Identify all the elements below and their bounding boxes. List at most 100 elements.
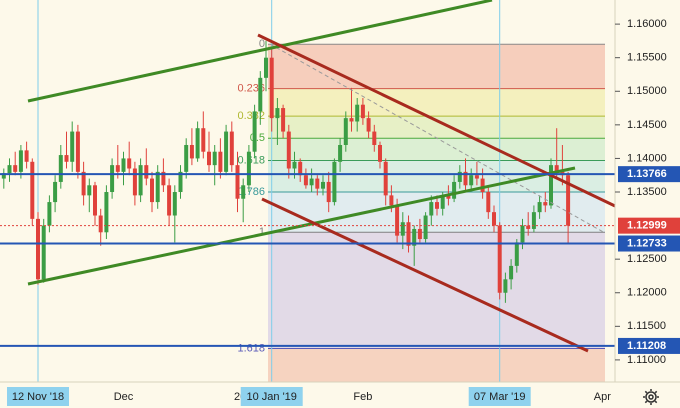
x-tick-label: Feb [353,391,372,403]
candle-body [258,77,263,112]
x-tick-label: 07 Mar '19 [474,391,526,403]
y-tick-label: 1.14500 [627,119,667,131]
candle-body [520,225,525,243]
candle-body [338,144,343,162]
candle-body [218,151,223,172]
candle-body [30,161,35,219]
y-tick-label: 1.15000 [627,85,667,97]
candle-body [207,151,211,166]
candle-body [87,185,92,196]
candle-body [47,202,52,226]
candle-body [41,225,46,280]
candle-body [264,57,268,78]
candle-body [235,165,240,199]
candle-body [7,165,12,174]
candle-body [366,118,371,132]
channel-line [261,197,589,353]
candle-body [360,104,365,119]
candle-body [429,202,434,216]
price-label-box [618,337,680,354]
candle-body [343,118,348,145]
candle-body [480,178,485,193]
candle-body [400,222,405,236]
candle-body [184,144,189,172]
candle-body [298,161,303,176]
candles [1,40,571,303]
candle-body [167,185,172,216]
x-tick-label: Dec [114,391,134,403]
candle-body [486,192,491,213]
candle-body [201,128,206,152]
fib-zone [268,116,605,139]
settings-icon[interactable] [643,389,659,405]
y-tick-label: 1.12000 [627,287,667,299]
candle-body [406,222,411,246]
candle-body [566,175,571,226]
price-label-box [618,235,680,252]
candle-body [543,202,548,206]
fib-zone [268,348,605,382]
candle-body [526,225,531,229]
x-tick-label: Apr [594,391,611,403]
y-tick-label: 1.15500 [627,52,667,64]
gear-hub [648,394,654,400]
candle-body [457,171,462,182]
candle-body [509,265,514,280]
candle-body [115,165,120,172]
candle-body [435,202,439,209]
price-lines [0,173,615,347]
y-tick-label: 1.11000 [627,354,666,366]
candle-body [36,218,40,280]
y-tick-label: 1.11500 [627,320,666,332]
candle-body [537,202,542,213]
candle-body [309,178,314,186]
fib-zone [268,88,605,117]
candle-body [492,212,496,226]
candle-body [64,155,69,162]
candle-body [378,144,382,162]
candle-body [155,171,160,203]
candle-body [412,228,417,246]
candle-body [503,279,508,293]
price-label: 1.12733 [627,237,667,249]
candle-body [349,118,354,122]
candle-body [13,165,18,172]
candle-body [321,181,325,189]
fib-label: 1.618 [237,342,265,354]
candle-body [549,165,553,206]
candle-body [332,161,337,203]
candle-body [252,111,257,152]
candle-body [98,215,103,233]
candle-body [58,155,63,182]
y-tick-label: 1.12500 [627,253,667,265]
fib-label: 0.618 [237,154,265,166]
fib-label: 0.236 [237,83,265,95]
candle-body [303,175,308,186]
price-label-box [618,166,680,183]
x-tick-label: 10 Jan '19 [246,391,296,403]
candle-body [286,131,291,169]
candle-body [246,151,251,186]
candle-body [463,171,468,186]
x-tick-label: 12 Nov '18 [12,391,64,403]
candle-body [138,165,143,196]
candle-body [440,195,445,209]
y-tick-label: 1.16000 [627,18,667,30]
candle-body [229,131,234,166]
candle-body [75,131,80,172]
candle-body [417,228,422,240]
candle-body [224,131,229,172]
y-tick-label: 1.14000 [627,152,667,164]
candle-body [452,181,457,199]
candle-body [326,181,331,203]
candle-body [150,178,154,203]
candle-body [531,212,536,229]
candle-body [315,178,320,189]
fib-zone [268,232,605,349]
fib-zone [268,44,605,89]
candle-body [53,181,58,203]
candle-body [212,151,217,166]
candle-body [275,108,280,119]
